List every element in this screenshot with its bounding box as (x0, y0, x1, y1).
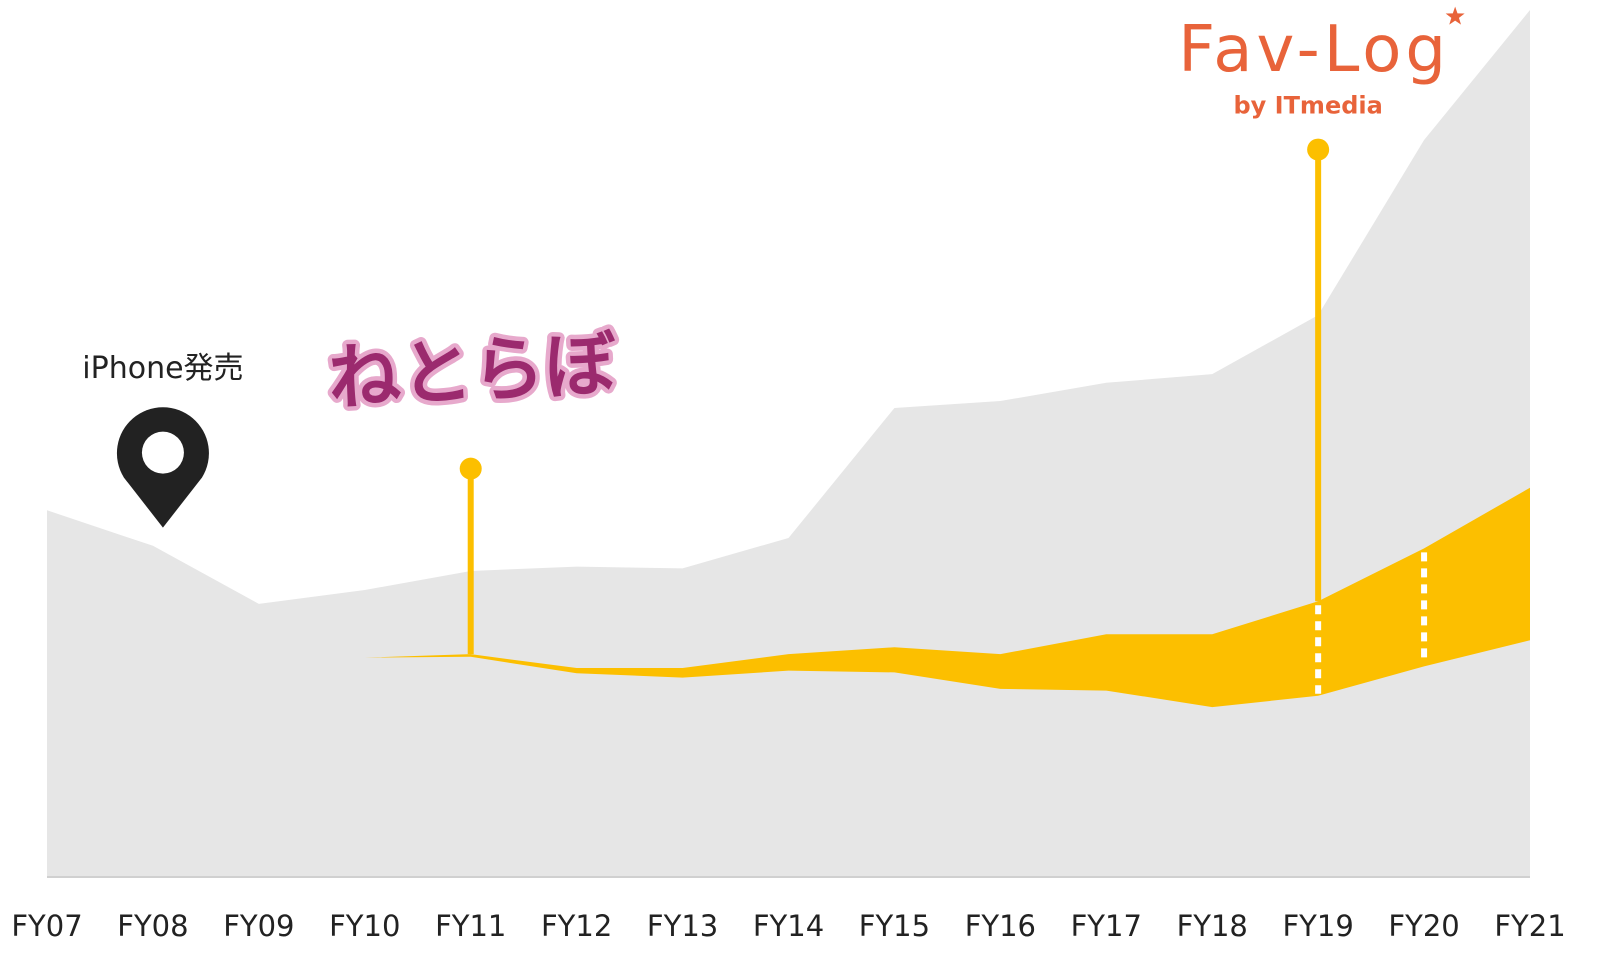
logo: ねとらぼ (326, 322, 619, 421)
x-tick-label: FY14 (753, 909, 824, 943)
band (364, 487, 1531, 708)
x-tick-label: FY20 (1388, 909, 1459, 943)
x-tick-label: FY17 (1071, 909, 1142, 943)
annotation: iPhone発売 (82, 351, 243, 386)
area (47, 10, 1530, 877)
x-tick-label: FY18 (1177, 909, 1248, 943)
x-tick-label: FY16 (965, 909, 1036, 943)
x-tick-label: FY11 (435, 909, 506, 943)
logo: Fav-Log (1178, 13, 1450, 87)
x-tick-label: FY12 (541, 909, 612, 943)
x-tick-label: FY10 (329, 909, 400, 943)
x-tick-label: FY21 (1494, 909, 1565, 943)
stem-dot (459, 457, 482, 480)
star (1445, 6, 1465, 25)
pin-hole (141, 431, 184, 474)
x-tick-label: FY07 (11, 909, 82, 943)
x-tick-label: FY13 (647, 909, 718, 943)
x-tick-label: FY15 (859, 909, 930, 943)
x-tick-label: FY09 (223, 909, 294, 943)
x-tick-label: FY19 (1282, 909, 1353, 943)
x-tick-label: FY08 (117, 909, 188, 943)
stem-dot (1307, 138, 1330, 161)
logo-sub: by ITmedia (1233, 92, 1382, 120)
